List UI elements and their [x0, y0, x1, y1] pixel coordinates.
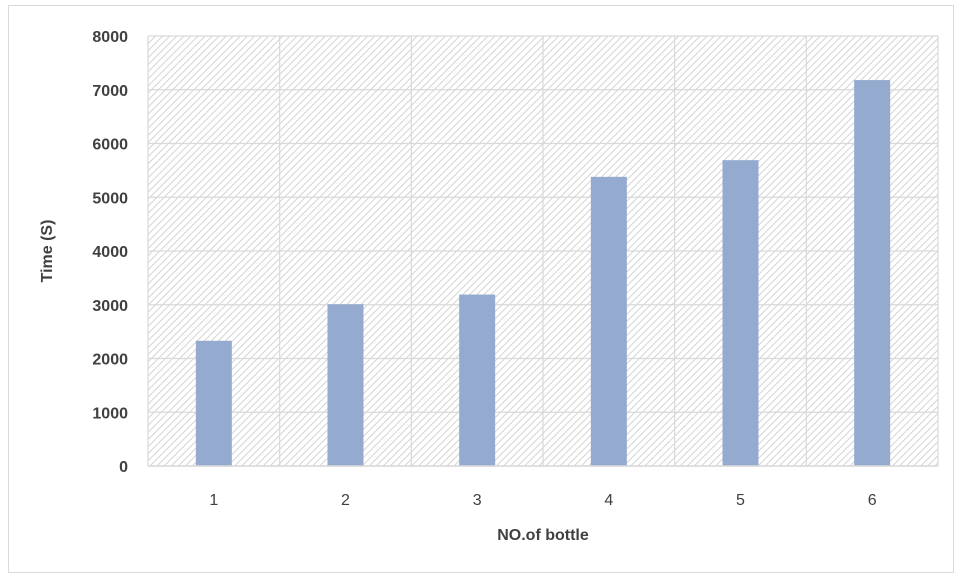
x-tick-label: 1: [209, 492, 218, 509]
bar: [459, 294, 496, 466]
x-axis-title: NO.of bottle: [497, 527, 589, 544]
y-axis-title: Time (S): [39, 220, 56, 283]
bar: [327, 304, 364, 466]
bars: [195, 80, 891, 466]
y-tick-label: 4000: [92, 244, 128, 261]
x-tick-label: 4: [604, 492, 613, 509]
x-tick-label: 2: [341, 492, 350, 509]
y-tick-label: 6000: [92, 137, 128, 154]
x-tick-label: 6: [868, 492, 877, 509]
y-axis: 0 1000 2000 3000 4000 5000 6000 7000 8000: [92, 29, 128, 476]
y-tick-label: 1000: [92, 405, 128, 422]
gridlines: [147, 35, 939, 467]
y-tick-label: 0: [119, 459, 128, 476]
bar: [590, 176, 627, 466]
bar: [722, 160, 759, 466]
bar: [195, 340, 232, 466]
x-tick-label: 5: [736, 492, 745, 509]
y-tick-label: 8000: [92, 29, 128, 46]
y-tick-label: 7000: [92, 83, 128, 100]
y-tick-label: 3000: [92, 298, 128, 315]
bar: [854, 80, 891, 466]
y-tick-label: 2000: [92, 352, 128, 369]
x-axis: 1 2 3 4 5 6: [148, 465, 938, 509]
y-tick-label: 5000: [92, 190, 128, 207]
x-tick-label: 3: [473, 492, 482, 509]
